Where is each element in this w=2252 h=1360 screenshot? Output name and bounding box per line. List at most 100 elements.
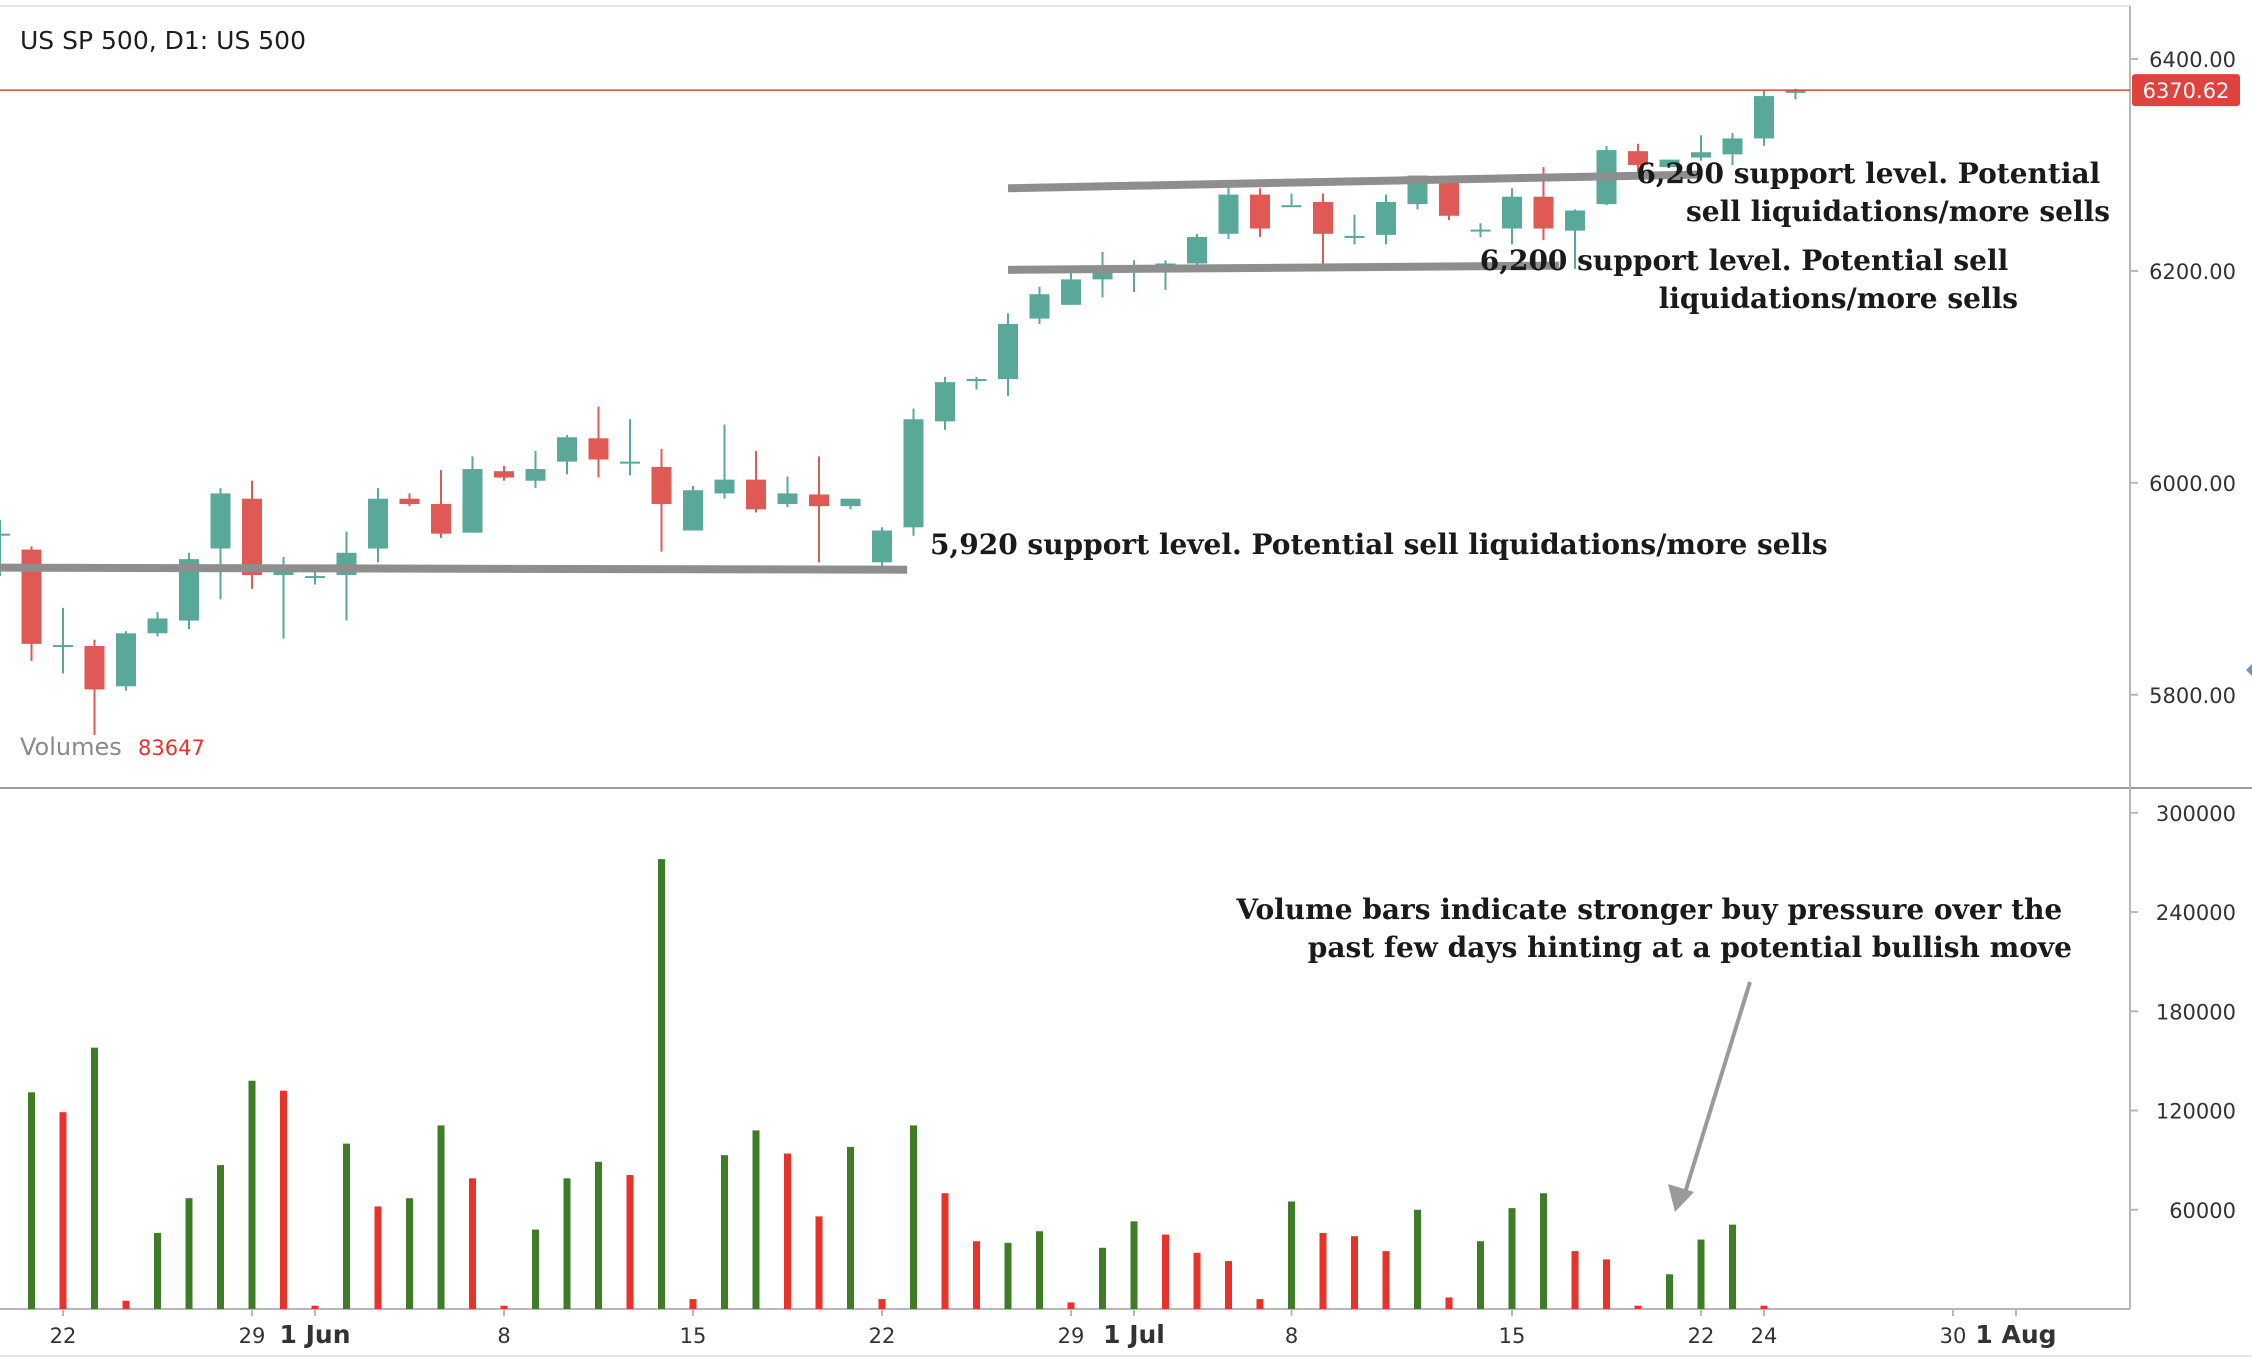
candle-body bbox=[368, 498, 388, 549]
volume-bar bbox=[1697, 1239, 1705, 1309]
candle-body bbox=[53, 644, 73, 647]
time-tick-label: 1 Aug bbox=[1975, 1320, 2056, 1349]
volume-bar bbox=[500, 1305, 508, 1309]
candle-body bbox=[1029, 294, 1050, 319]
volume-bar bbox=[1477, 1241, 1484, 1309]
volume-tick-label: 180000 bbox=[2156, 1000, 2236, 1024]
volume-bar bbox=[532, 1229, 539, 1309]
candle-body bbox=[147, 618, 168, 634]
candle-body bbox=[998, 323, 1018, 379]
candle-body bbox=[1061, 279, 1081, 305]
volume-annotation: Volume bars indicate stronger buy pressu… bbox=[1235, 893, 2072, 964]
candle-body bbox=[683, 490, 703, 531]
volume-legend-value: 83647 bbox=[138, 736, 205, 760]
volume-axis: 300000 240000 180000 120000 60000 bbox=[2130, 802, 2236, 1223]
time-tick-label: 29 bbox=[1058, 1324, 1085, 1348]
volume-bar bbox=[185, 1198, 193, 1309]
volume-bar bbox=[815, 1216, 823, 1309]
volume-bar bbox=[1666, 1274, 1673, 1309]
volume-bar bbox=[1571, 1251, 1579, 1309]
volume-bar bbox=[469, 1178, 476, 1309]
candle-body bbox=[1754, 96, 1774, 139]
support-line bbox=[1007, 170, 1702, 193]
volume-bar bbox=[59, 1112, 67, 1309]
candle-body bbox=[1533, 196, 1554, 229]
volume-bar bbox=[437, 1125, 445, 1309]
last-price-tag bbox=[2132, 74, 2240, 107]
volume-bar bbox=[154, 1232, 161, 1309]
volume-bar bbox=[1036, 1231, 1043, 1309]
volume-bar bbox=[280, 1090, 287, 1309]
candle-body bbox=[557, 437, 577, 462]
price-axis: 6400.00 6200.00 6000.00 5800.00 bbox=[2130, 48, 2236, 708]
volume-bar bbox=[847, 1146, 854, 1309]
volume-bar bbox=[1288, 1201, 1295, 1309]
candle-body bbox=[462, 469, 483, 533]
volume-bar bbox=[1540, 1193, 1547, 1309]
candle-body bbox=[1344, 235, 1365, 238]
chart-title: US SP 500, D1: US 500 bbox=[20, 26, 306, 55]
time-tick-label: 22 bbox=[50, 1324, 77, 1348]
time-tick-label: 1 Jun bbox=[280, 1320, 351, 1349]
candle-body bbox=[872, 530, 892, 563]
volume-bar bbox=[1382, 1251, 1390, 1309]
time-tick-label: 29 bbox=[239, 1324, 266, 1348]
candle-body bbox=[179, 559, 199, 621]
time-tick-label: 8 bbox=[497, 1324, 510, 1348]
volume-bar bbox=[721, 1155, 728, 1309]
time-tick-label: 24 bbox=[1751, 1324, 1778, 1348]
volume-legend-label: Volumes bbox=[20, 733, 122, 761]
support-6200-label: 6,200 support level. Potential sell liqu… bbox=[1480, 244, 2018, 315]
support-line bbox=[1007, 261, 1560, 274]
candle-body bbox=[1250, 194, 1270, 229]
price-tick-label: 6400.00 bbox=[2149, 48, 2236, 72]
volume-bar bbox=[689, 1299, 697, 1309]
volume-bar bbox=[1603, 1259, 1610, 1309]
volume-bar bbox=[1351, 1236, 1358, 1309]
support-6290-line1: 6,290 support level. Potential bbox=[1636, 157, 2100, 190]
support-6290-label: 6,290 support level. Potential sell liqu… bbox=[1636, 157, 2110, 228]
candle-body bbox=[1470, 229, 1491, 232]
volume-bar bbox=[941, 1193, 949, 1309]
volume-bar bbox=[1099, 1247, 1106, 1309]
volume-bar bbox=[784, 1153, 791, 1309]
volume-series bbox=[28, 859, 1768, 1309]
volume-bar bbox=[122, 1300, 130, 1309]
candle-body bbox=[1092, 270, 1113, 280]
volume-bar bbox=[1508, 1208, 1516, 1309]
annotation-arrow-shaft bbox=[1682, 981, 1752, 1197]
volume-bar bbox=[1130, 1221, 1138, 1309]
candle-body bbox=[0, 533, 10, 536]
price-tick-label: 5800.00 bbox=[2149, 684, 2236, 708]
time-tick-label: 22 bbox=[869, 1324, 896, 1348]
volume-annotation-line1: Volume bars indicate stronger buy pressu… bbox=[1235, 893, 2062, 926]
volume-bar bbox=[658, 859, 665, 1309]
candle-body bbox=[399, 498, 420, 505]
candle-body bbox=[21, 549, 42, 644]
candle-body bbox=[935, 382, 955, 422]
volume-bar bbox=[343, 1143, 350, 1309]
candle-body bbox=[651, 466, 672, 505]
volume-bar bbox=[1162, 1234, 1169, 1309]
support-6200-line2: liquidations/more sells bbox=[1659, 282, 2018, 315]
candle-body bbox=[746, 479, 766, 510]
support-5920-label: 5,920 support level. Potential sell liqu… bbox=[930, 528, 1828, 561]
volume-bar bbox=[374, 1206, 382, 1309]
candle-body bbox=[1439, 182, 1459, 216]
candle-body bbox=[116, 633, 136, 687]
volume-bar bbox=[1414, 1209, 1421, 1309]
support-6200-line1: 6,200 support level. Potential sell bbox=[1480, 244, 2009, 277]
candle-body bbox=[1502, 196, 1522, 229]
volume-bar bbox=[563, 1178, 571, 1309]
volume-bar bbox=[217, 1165, 224, 1309]
candle-body bbox=[840, 498, 861, 507]
axis-scroll-marker[interactable] bbox=[2246, 664, 2252, 676]
candle-body bbox=[1659, 159, 1680, 168]
candle-body bbox=[588, 438, 609, 460]
candle-body bbox=[903, 419, 924, 528]
volume-bar bbox=[1445, 1297, 1453, 1309]
volume-bar bbox=[626, 1175, 634, 1309]
last-price-tag-text: 6370.62 bbox=[2143, 79, 2230, 103]
